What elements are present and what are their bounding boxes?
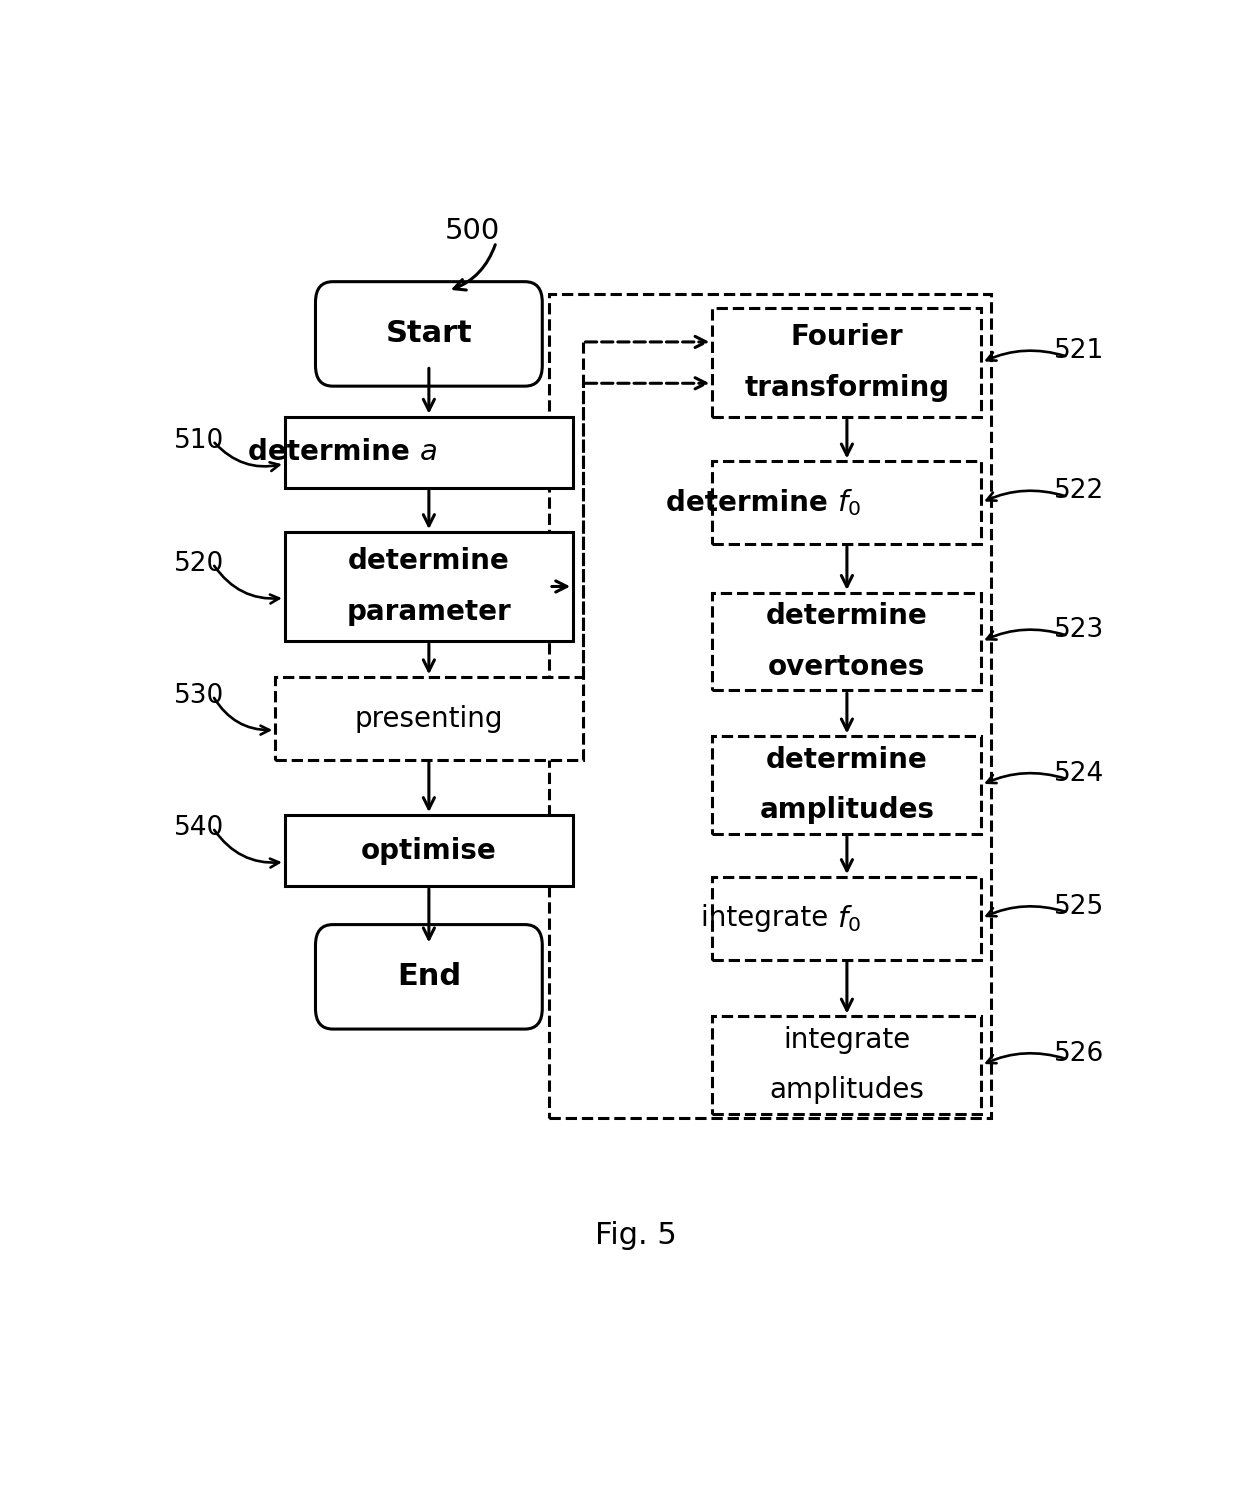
- Text: 526: 526: [1054, 1041, 1104, 1066]
- Bar: [712, 1017, 982, 1114]
- Text: determine: determine: [666, 489, 837, 517]
- Text: Start: Start: [386, 319, 472, 349]
- Text: Fourier: Fourier: [791, 324, 903, 352]
- Text: transforming: transforming: [744, 374, 950, 403]
- Text: End: End: [397, 962, 461, 992]
- Text: 522: 522: [1054, 479, 1104, 504]
- Bar: [712, 461, 982, 544]
- Text: $a$: $a$: [419, 438, 438, 467]
- Text: optimise: optimise: [361, 836, 497, 865]
- Bar: [712, 309, 982, 417]
- Text: 524: 524: [1054, 760, 1104, 787]
- Text: determine: determine: [348, 547, 510, 576]
- Text: $f_0$: $f_0$: [837, 488, 862, 517]
- Text: parameter: parameter: [346, 598, 511, 626]
- Text: 520: 520: [174, 550, 224, 577]
- Text: determine: determine: [766, 602, 928, 631]
- Text: integrate: integrate: [701, 904, 837, 932]
- Text: 525: 525: [1054, 893, 1104, 920]
- Text: 523: 523: [1054, 617, 1104, 643]
- Text: 500: 500: [444, 216, 500, 245]
- Text: Fig. 5: Fig. 5: [595, 1221, 676, 1249]
- Text: integrate: integrate: [784, 1026, 910, 1054]
- Bar: [712, 737, 982, 833]
- Text: 521: 521: [1054, 338, 1104, 364]
- Text: determine: determine: [248, 438, 419, 467]
- Text: presenting: presenting: [355, 705, 503, 732]
- Bar: [712, 877, 982, 960]
- Bar: [285, 416, 573, 488]
- Text: overtones: overtones: [769, 653, 925, 681]
- Text: amplitudes: amplitudes: [759, 796, 935, 825]
- Text: determine: determine: [766, 746, 928, 774]
- Bar: [285, 532, 573, 641]
- FancyBboxPatch shape: [315, 282, 542, 386]
- Text: 530: 530: [174, 683, 224, 708]
- Text: 540: 540: [174, 814, 224, 841]
- FancyBboxPatch shape: [315, 924, 542, 1029]
- Text: $f_0$: $f_0$: [837, 904, 862, 933]
- Bar: [285, 816, 573, 886]
- Bar: [549, 294, 991, 1118]
- Text: 510: 510: [174, 428, 224, 453]
- Bar: [712, 593, 982, 690]
- Text: amplitudes: amplitudes: [770, 1077, 924, 1105]
- Bar: [275, 677, 583, 760]
